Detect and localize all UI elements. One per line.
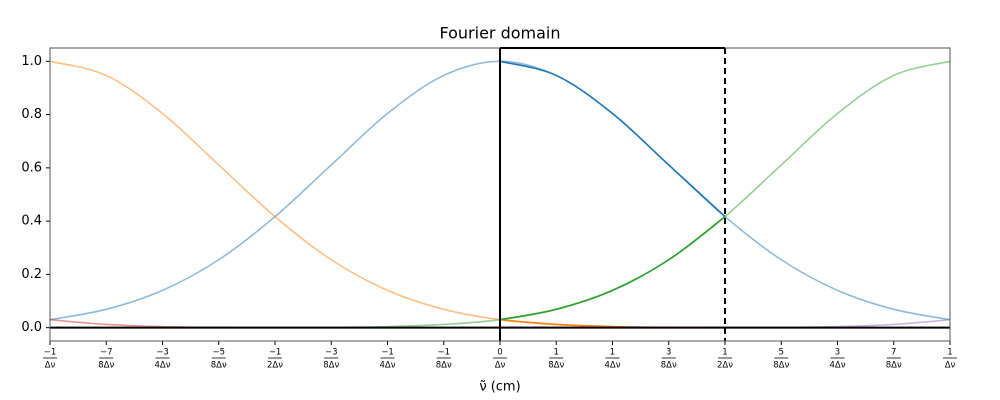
- x-tick-denominator: Δν: [945, 361, 956, 371]
- x-tick-denominator: 8Δν: [98, 361, 114, 371]
- x-axis-label: ν̃ (cm): [479, 380, 520, 395]
- x-tick-denominator: 8Δν: [548, 361, 564, 371]
- x-tick-numerator: 1: [610, 348, 615, 358]
- series-line: [499, 60, 726, 218]
- x-tick-denominator: 8Δν: [661, 361, 677, 371]
- x-tick-denominator: 4Δν: [380, 361, 396, 371]
- x-tick-numerator: 3: [666, 348, 671, 358]
- chart-title: Fourier domain: [439, 24, 560, 43]
- x-tick-denominator: 2Δν: [717, 361, 733, 371]
- x-tick-numerator: −7: [100, 348, 113, 358]
- y-tick-label: 1.0: [21, 54, 42, 69]
- x-tick-denominator: 8Δν: [436, 361, 452, 371]
- x-tick-denominator: Δν: [45, 361, 56, 371]
- series-line: [499, 215, 726, 321]
- x-tick-numerator: 5: [779, 348, 784, 358]
- x-tick-denominator: 2Δν: [267, 361, 283, 371]
- x-tick-denominator: 4Δν: [155, 361, 171, 371]
- y-tick-label: 0.2: [21, 267, 42, 282]
- x-tick-numerator: −3: [156, 348, 169, 358]
- x-tick-denominator: 8Δν: [773, 361, 789, 371]
- x-tick-numerator: −1: [44, 348, 57, 358]
- x-tick-numerator: −1: [437, 348, 450, 358]
- x-tick-numerator: 1: [947, 348, 952, 358]
- x-tick-denominator: 4Δν: [830, 361, 846, 371]
- y-tick-label: 0.8: [21, 107, 42, 122]
- x-tick-denominator: 8Δν: [211, 361, 227, 371]
- x-tick-numerator: 0: [497, 348, 502, 358]
- x-tick-denominator: 8Δν: [323, 361, 339, 371]
- y-tick-label: 0.6: [21, 160, 42, 175]
- x-tick-numerator: −5: [212, 348, 225, 358]
- x-tick-numerator: 7: [891, 348, 896, 358]
- x-tick-numerator: −3: [325, 348, 338, 358]
- x-tick-numerator: 1: [554, 348, 559, 358]
- x-tick-numerator: −1: [269, 348, 282, 358]
- x-tick-denominator: Δν: [495, 361, 506, 371]
- x-tick-numerator: 1: [722, 348, 727, 358]
- x-tick-denominator: 4Δν: [605, 361, 621, 371]
- y-tick-label: 0.4: [21, 214, 42, 229]
- x-tick-denominator: 8Δν: [886, 361, 902, 371]
- y-tick-label: 0.0: [21, 320, 42, 335]
- x-tick-numerator: 3: [835, 348, 840, 358]
- x-tick-numerator: −1: [381, 348, 394, 358]
